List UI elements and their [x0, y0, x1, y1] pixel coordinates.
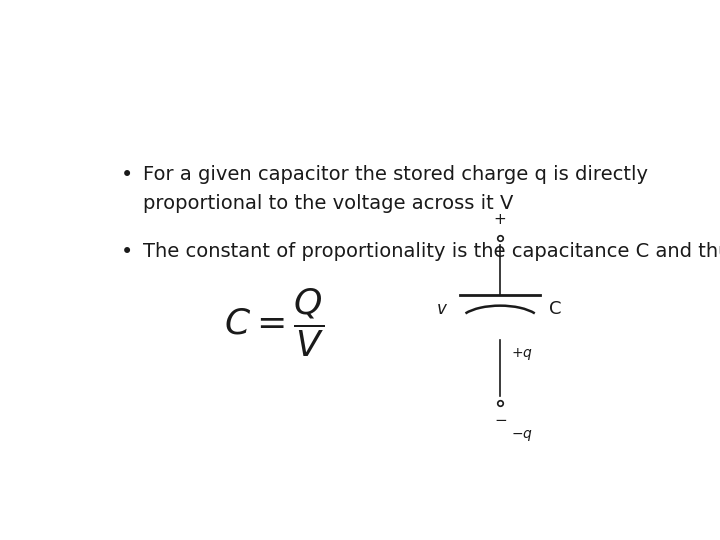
Text: $v$: $v$: [436, 300, 448, 318]
Text: $-q$: $-q$: [511, 428, 533, 443]
Text: $C = \dfrac{Q}{V}$: $C = \dfrac{Q}{V}$: [224, 286, 324, 359]
Text: For a given capacitor the stored charge q is directly: For a given capacitor the stored charge …: [143, 165, 648, 184]
Text: •: •: [121, 165, 133, 185]
Text: •: •: [121, 241, 133, 261]
Text: The constant of proportionality is the capacitance C and thus: The constant of proportionality is the c…: [143, 241, 720, 260]
Text: $-$: $-$: [493, 411, 507, 427]
Text: $+q$: $+q$: [511, 346, 533, 362]
Text: proportional to the voltage across it V: proportional to the voltage across it V: [143, 194, 513, 213]
Text: +: +: [494, 212, 506, 227]
Text: C: C: [549, 300, 562, 318]
